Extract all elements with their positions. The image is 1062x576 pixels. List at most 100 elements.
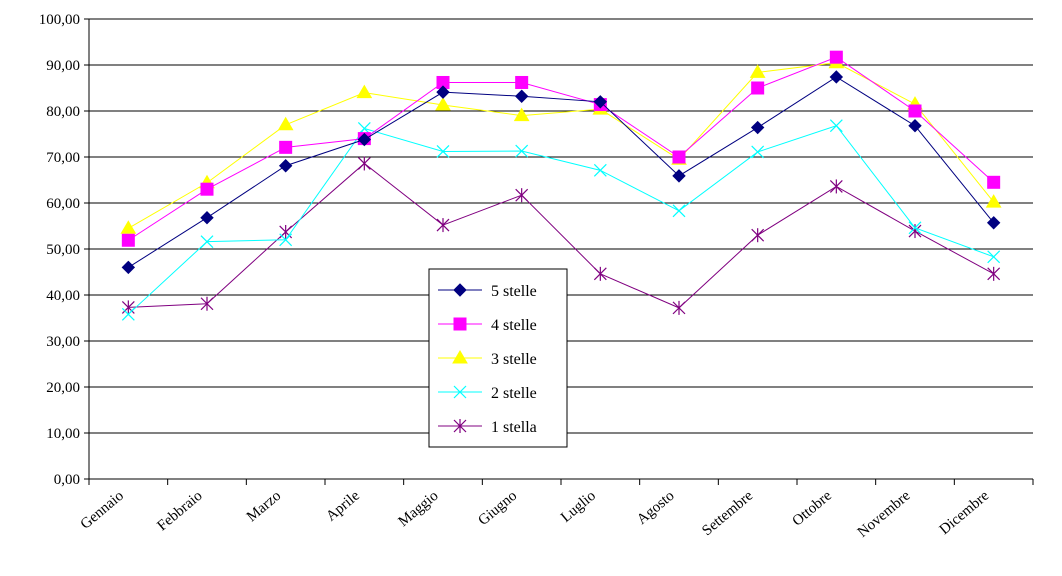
legend-item-4-stelle: 4 stelle (438, 317, 537, 334)
data-point-marker (513, 107, 530, 122)
data-point-marker (987, 175, 1001, 189)
data-point-marker (751, 145, 765, 159)
data-point-marker (751, 228, 765, 243)
x-tick-labels: Gennaio Febbraio Marzo Aprile Maggio Giugno Lu… (78, 488, 993, 541)
data-point-marker (357, 132, 372, 147)
y-tick-label: 40,00 (46, 288, 80, 304)
data-point-marker (829, 179, 843, 194)
data-point-marker (200, 211, 214, 225)
data-point-marker (200, 235, 214, 249)
data-point-marker (829, 119, 843, 133)
y-tick-label: 0,00 (54, 472, 80, 488)
x-tick-label: Marzo (244, 488, 284, 525)
data-point-marker (515, 144, 529, 158)
legend: 5 stelle 4 stelle 3 stelle 2 stelle 1 stella (428, 268, 568, 448)
data-point-marker (279, 224, 293, 239)
x-tick-label: Ottobre (790, 488, 836, 530)
data-point-marker (279, 233, 293, 247)
data-point-marker (672, 300, 686, 315)
data-point-marker (436, 145, 450, 158)
data-point-marker (751, 81, 765, 95)
data-point-marker (986, 216, 1001, 230)
data-point-marker (829, 50, 843, 64)
data-point-marker (593, 95, 608, 109)
y-tick-label: 10,00 (46, 426, 80, 442)
data-point-marker (453, 385, 467, 399)
data-point-marker (985, 194, 1002, 208)
y-tick-labels: 0,00 10,00 20,00 30,00 40,00 50,00 60,00 70,00 8… (39, 12, 80, 488)
y-tick-label: 100,00 (39, 12, 80, 28)
y-tick-label: 70,00 (46, 150, 80, 166)
series-line (127, 125, 994, 315)
legend-label: 3 stelle (491, 351, 537, 368)
data-point-marker (278, 159, 293, 173)
data-point-marker (436, 85, 450, 99)
data-point-marker (452, 350, 468, 364)
data-point-marker (435, 97, 451, 111)
y-tick-label: 50,00 (46, 242, 80, 258)
legend-label: 2 stelle (491, 385, 537, 402)
data-point-marker (120, 220, 137, 234)
gridlines (89, 18, 1033, 434)
series-line (128, 76, 995, 268)
data-point-marker (453, 419, 467, 433)
data-point-marker (277, 116, 294, 131)
series-line (128, 162, 994, 309)
x-tick-label: Agosto (634, 488, 677, 528)
legend-item-3-stelle: 3 stelle (438, 350, 537, 368)
series-line (128, 56, 995, 241)
series-group (120, 50, 1002, 321)
data-point-marker (436, 218, 450, 233)
legend-label: 1 stella (491, 419, 537, 436)
legend-label: 5 stelle (491, 283, 537, 300)
data-point-marker (279, 140, 293, 154)
data-point-marker (908, 104, 922, 118)
data-point-marker (356, 84, 373, 99)
series-1-stella (121, 156, 1001, 315)
data-point-marker (121, 260, 136, 275)
data-point-marker (908, 119, 922, 133)
data-point-marker (453, 283, 467, 297)
x-tick-label: Maggio (396, 488, 442, 530)
data-point-marker (593, 266, 607, 281)
data-point-marker (750, 120, 765, 135)
data-point-marker (200, 182, 214, 196)
x-tick-label: Dicembre (937, 488, 993, 538)
y-tick-label: 20,00 (46, 380, 80, 396)
data-point-marker (121, 233, 135, 247)
data-point-marker (672, 150, 686, 164)
y-tick-label: 30,00 (46, 334, 80, 350)
data-point-marker (987, 266, 1001, 281)
y-tick-label: 90,00 (46, 58, 80, 74)
legend-label: 4 stelle (491, 317, 537, 334)
series-2-stelle (121, 119, 1001, 321)
data-point-marker (515, 75, 529, 89)
series-line (128, 62, 995, 229)
data-point-marker (672, 169, 686, 183)
data-point-marker (200, 296, 214, 311)
legend-item-2-stelle: 2 stelle (438, 385, 537, 402)
data-point-marker (749, 64, 766, 78)
data-point-marker (593, 163, 607, 177)
data-point-marker (121, 300, 135, 315)
x-tick-label: Giugno (475, 488, 520, 529)
x-tick-label: Gennaio (78, 488, 127, 533)
data-point-marker (987, 250, 1001, 264)
data-point-marker (121, 307, 135, 321)
data-point-marker (514, 89, 529, 103)
x-tick-label: Settembre (699, 488, 756, 540)
legend-item-5-stelle: 5 stelle (438, 283, 537, 300)
data-point-marker (672, 204, 686, 218)
data-point-marker (908, 221, 922, 235)
axes (84, 18, 1034, 485)
data-point-marker (829, 70, 844, 84)
y-tick-label: 60,00 (46, 196, 80, 212)
series-3-stelle (120, 54, 1002, 234)
series-5-stelle (121, 70, 1001, 275)
data-point-marker (357, 156, 371, 171)
data-point-marker (908, 224, 922, 239)
data-point-marker (515, 188, 529, 203)
x-tick-label: Febbraio (154, 488, 205, 535)
x-tick-label: Luglio (558, 488, 599, 526)
